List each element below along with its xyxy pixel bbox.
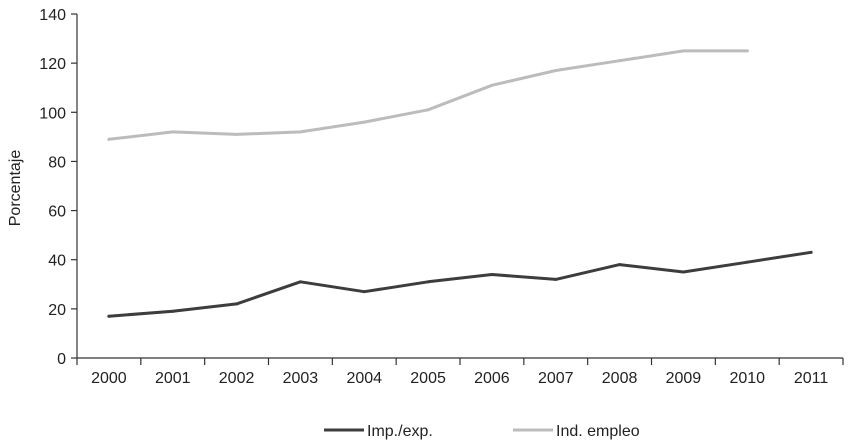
x-tick-label: 2005 (410, 370, 446, 387)
x-tick-label: 2003 (283, 370, 319, 387)
data-point (107, 137, 111, 141)
y-tick-label: 120 (39, 56, 66, 73)
y-axis-ticks: 0 20 40 60 80 100 120 140 (39, 7, 77, 368)
data-point (745, 260, 749, 264)
x-tick-label: 2010 (729, 370, 765, 387)
data-point (681, 49, 685, 53)
x-tick-label: 2001 (155, 370, 191, 387)
data-point (235, 132, 239, 136)
data-point (298, 280, 302, 284)
series-line-2 (107, 49, 749, 141)
data-point (171, 309, 175, 313)
y-tick-label: 100 (39, 105, 66, 122)
data-point (554, 69, 558, 73)
data-point (554, 277, 558, 281)
x-tick-label: 2002 (219, 370, 255, 387)
data-point (618, 59, 622, 63)
data-point (107, 314, 111, 318)
x-tick-label: 2007 (538, 370, 574, 387)
y-axis-title: Porcentaje (7, 150, 24, 227)
x-tick-label: 2000 (91, 370, 127, 387)
y-tick-label: 0 (57, 351, 66, 368)
legend-label: Imp./exp. (367, 423, 433, 440)
x-axis-ticks: 2000 2001 2002 2003 2004 2005 2006 2007 2008 2009… (76, 358, 844, 387)
x-tick-label: 2004 (346, 370, 382, 387)
data-point (490, 83, 494, 87)
data-point (362, 290, 366, 294)
data-point (809, 250, 813, 254)
legend: Imp./exp. Ind. empleo (324, 423, 640, 440)
series-lines (107, 49, 813, 318)
x-tick-label: 2011 (794, 370, 829, 387)
data-point (426, 108, 430, 112)
x-tick-label: 2006 (474, 370, 510, 387)
series-line-1 (107, 250, 813, 318)
y-tick-label: 80 (48, 154, 66, 171)
data-point (235, 302, 239, 306)
x-tick-label: 2009 (666, 370, 702, 387)
data-point (426, 280, 430, 284)
y-tick-label: 60 (48, 204, 66, 221)
data-point (681, 270, 685, 274)
data-point (618, 263, 622, 267)
y-tick-label: 20 (48, 302, 66, 319)
data-point (490, 272, 494, 276)
x-tick-label: 2008 (602, 370, 638, 387)
data-point (362, 120, 366, 124)
data-point (171, 130, 175, 134)
data-point (745, 49, 749, 53)
y-tick-label: 140 (39, 7, 66, 24)
axes (76, 14, 843, 359)
data-point (298, 130, 302, 134)
legend-label: Ind. empleo (556, 423, 640, 440)
y-tick-label: 40 (48, 253, 66, 270)
